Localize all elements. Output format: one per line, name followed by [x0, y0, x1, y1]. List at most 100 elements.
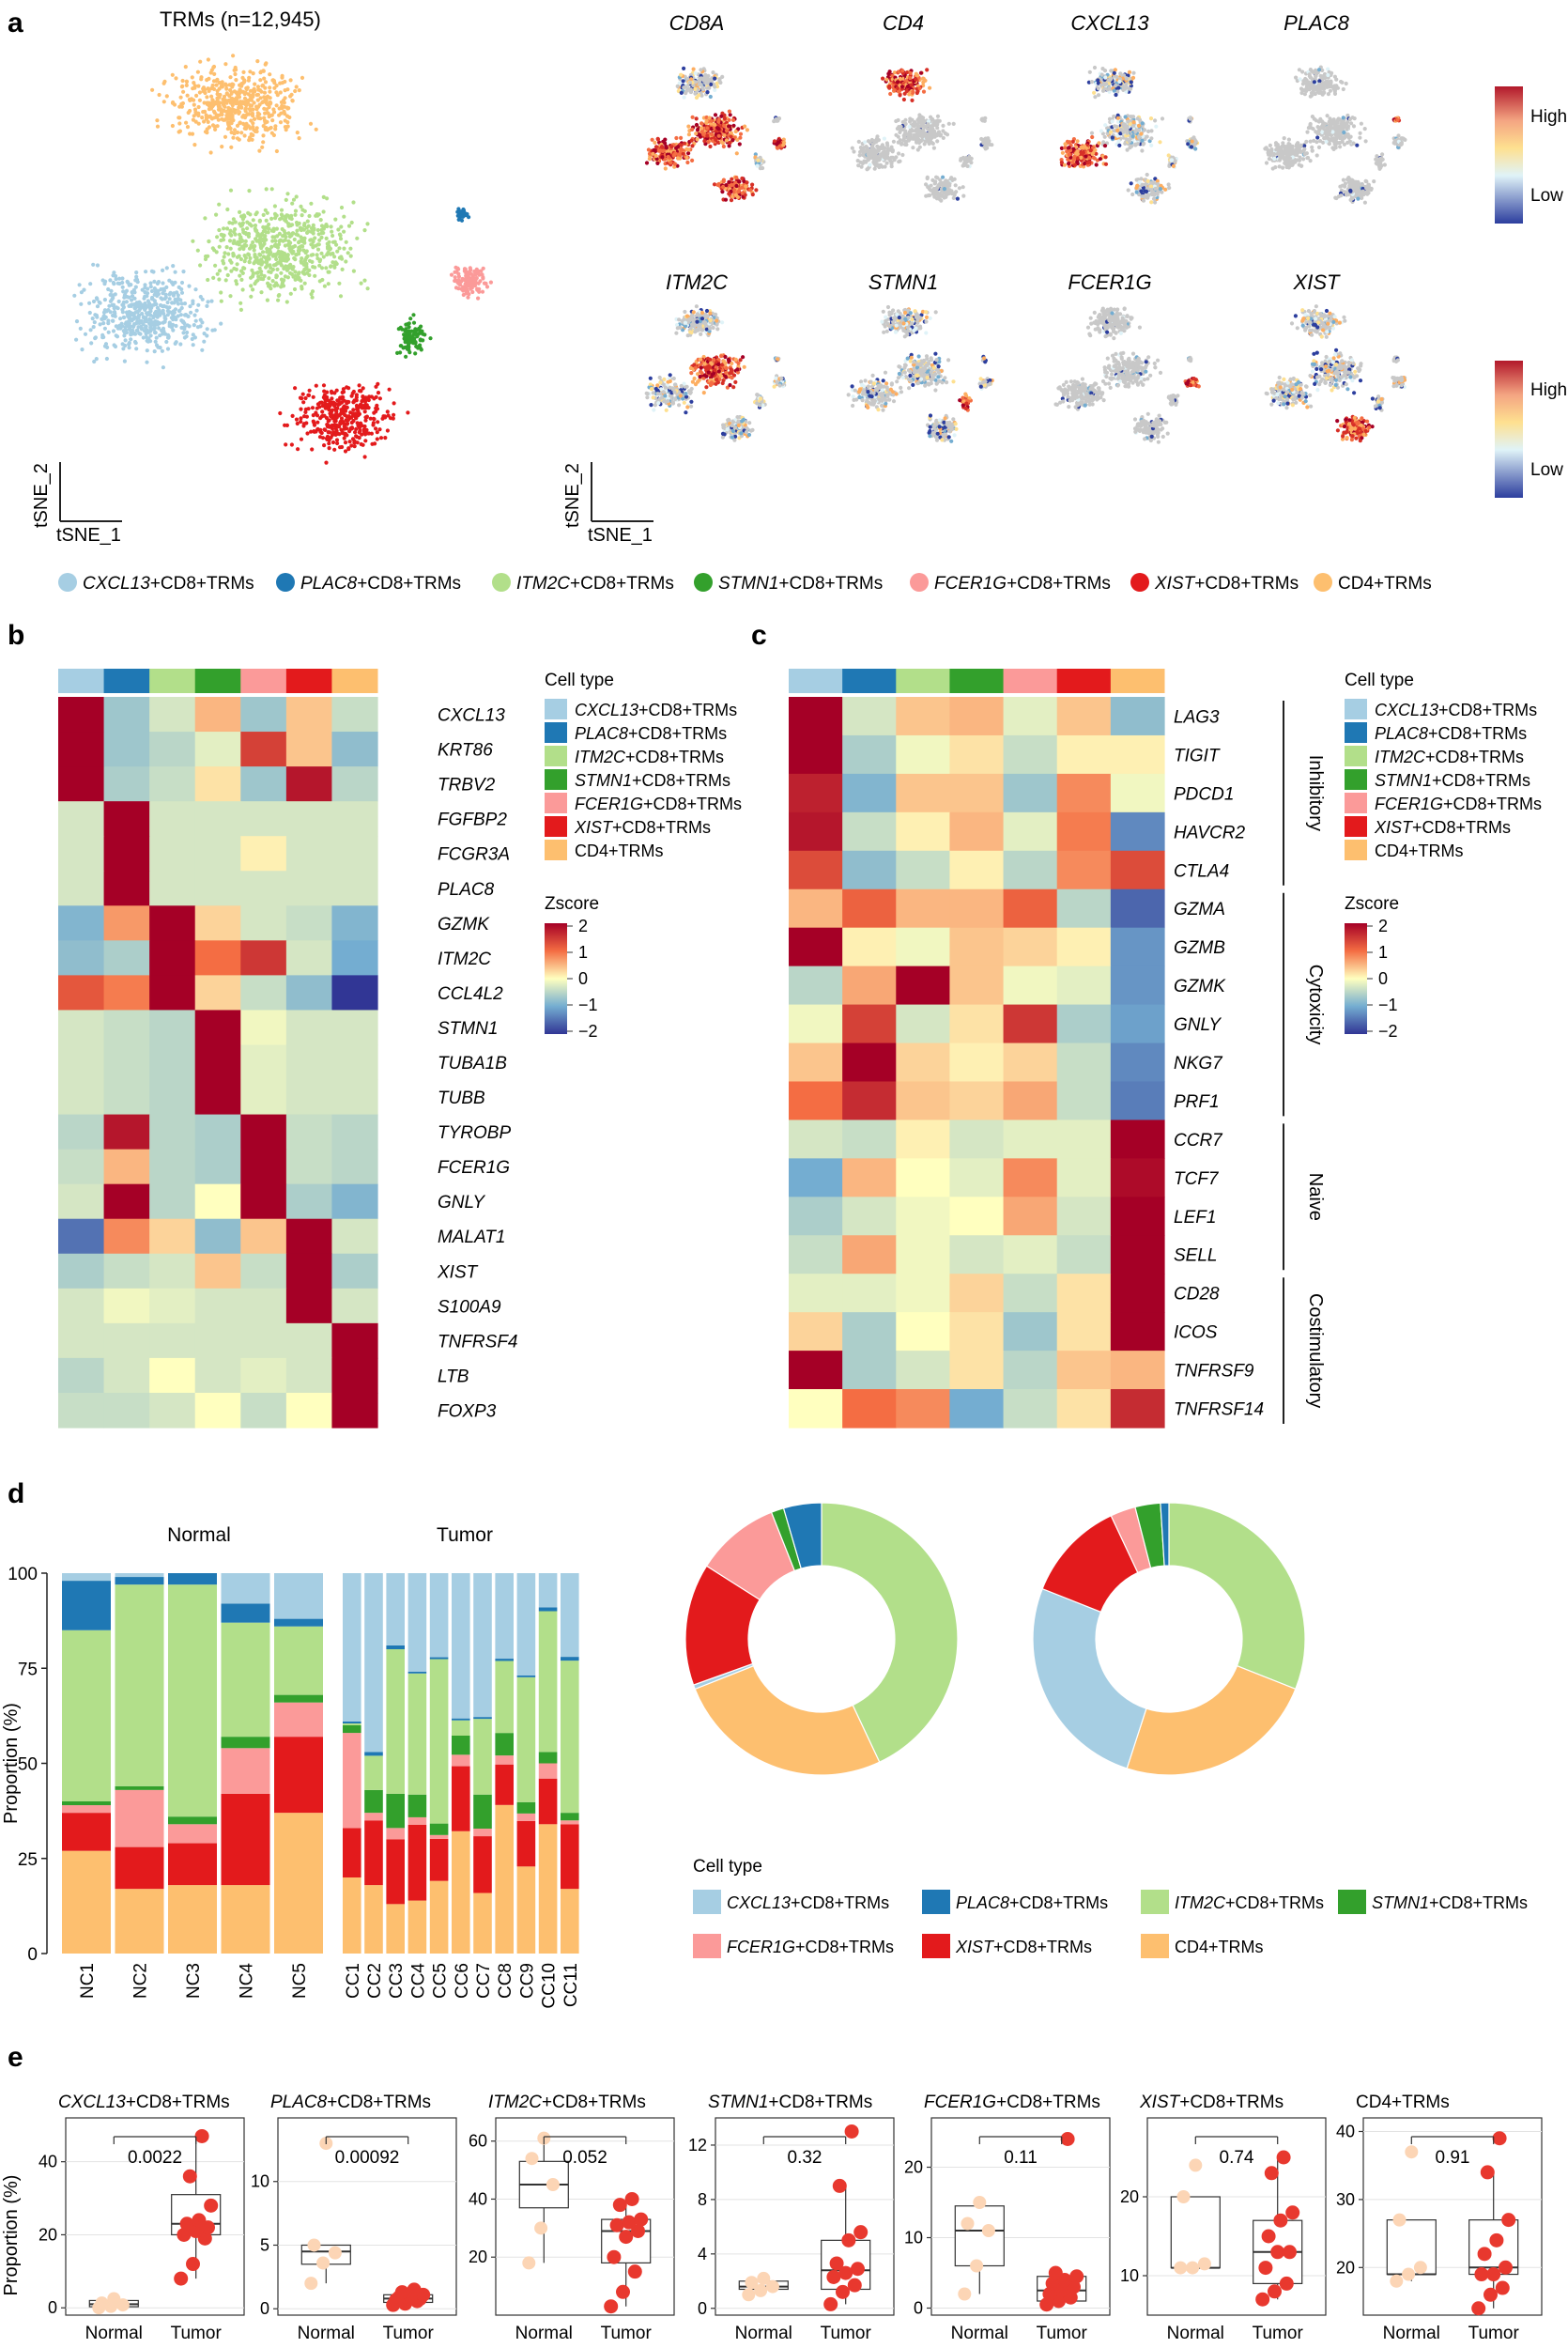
tsne-point [228, 126, 233, 131]
feature-point [891, 139, 897, 144]
tsne-point [212, 111, 217, 116]
tsne-point [358, 402, 363, 407]
tsne-point [259, 270, 264, 274]
feature-point [1326, 92, 1330, 97]
tsne-point [291, 197, 297, 202]
feature-point [1129, 181, 1133, 186]
tsne-point [192, 143, 197, 147]
tsne-point [361, 394, 365, 399]
tsne-point [114, 277, 118, 282]
feature-point [1319, 90, 1324, 95]
tsne-point [240, 227, 245, 232]
tsne-point [190, 75, 194, 80]
tsne-point [158, 333, 162, 338]
tsne-point [235, 123, 240, 128]
tsne-point [242, 266, 247, 270]
tsne-point [270, 254, 275, 258]
tsne-point [264, 265, 269, 270]
tsne-point [124, 328, 129, 332]
tsne-point [259, 272, 264, 277]
feature-point [1099, 72, 1104, 77]
tsne-point [79, 301, 84, 306]
tsne-point [407, 339, 412, 344]
tsne-point [207, 88, 211, 93]
tsne-point [203, 216, 208, 221]
feature-point [660, 155, 665, 160]
feature-point [698, 78, 702, 83]
feature-point [699, 68, 703, 72]
feature-point [681, 79, 685, 84]
tsne-point [146, 299, 150, 303]
tsne-point [171, 293, 176, 298]
tsne-point [115, 305, 119, 310]
feature-point [872, 140, 877, 145]
tsne-point [206, 57, 210, 62]
tsne-point [258, 96, 263, 100]
feature-point [1110, 135, 1115, 140]
tsne-point [308, 238, 313, 242]
tsne-point [280, 213, 284, 218]
tsne-point [217, 202, 222, 207]
tsne-point [269, 250, 273, 255]
feature-point [920, 134, 925, 139]
feature-point [1117, 143, 1122, 147]
tsne-point [324, 236, 329, 240]
tsne-point [217, 95, 222, 100]
tsne-point [359, 441, 363, 447]
feature-point [883, 164, 887, 169]
tsne-point [242, 133, 247, 138]
tsne-point [169, 325, 175, 330]
tsne-point [297, 239, 301, 244]
feature-point [921, 128, 926, 132]
feature-point [1189, 145, 1194, 149]
feature-point [699, 126, 704, 131]
tsne-point [187, 284, 192, 288]
tsne-point [240, 115, 245, 119]
tsne-point [326, 250, 331, 255]
tsne-point [377, 396, 382, 401]
tsne-point [98, 301, 102, 305]
tsne-point [234, 101, 238, 106]
feature-point [967, 154, 972, 160]
tsne-axis-x: tSNE_1 [56, 525, 121, 546]
tsne-point [248, 98, 253, 102]
tsne-point [333, 419, 338, 424]
feature-point [1067, 152, 1071, 157]
feature-point [684, 155, 689, 160]
tsne-point [283, 118, 287, 123]
tsne-point [279, 270, 284, 275]
tsne-point [274, 213, 279, 218]
tsne-point [305, 219, 310, 224]
feature-point [729, 131, 734, 135]
feature-point [899, 85, 905, 89]
tsne-point [332, 391, 337, 395]
feature-point [1322, 76, 1327, 81]
tsne-point [283, 88, 287, 93]
tsne-point [263, 62, 268, 67]
tsne-point [193, 119, 198, 124]
tsne-point [291, 265, 296, 270]
tsne-point [136, 325, 141, 330]
feature-point [1067, 162, 1071, 166]
feature-point [926, 122, 930, 127]
feature-point [910, 98, 915, 102]
tsne-point [387, 387, 392, 392]
feature-point [885, 151, 890, 156]
feature-point [1145, 134, 1149, 139]
tsne-point [488, 280, 494, 285]
tsne-point [416, 332, 421, 337]
feature-point [653, 153, 658, 159]
tsne-point [336, 227, 341, 232]
feature-point [713, 113, 718, 117]
tsne-point [293, 386, 298, 391]
tsne-point [318, 427, 323, 432]
feature-point [930, 178, 935, 182]
tsne-point [253, 224, 258, 228]
feature-point [915, 73, 920, 78]
tsne-point [310, 406, 315, 410]
tsne-point [354, 395, 359, 400]
feature-point [1099, 129, 1103, 133]
tsne-point [238, 222, 242, 226]
tsne-point [249, 284, 254, 288]
feature-point [712, 182, 717, 187]
